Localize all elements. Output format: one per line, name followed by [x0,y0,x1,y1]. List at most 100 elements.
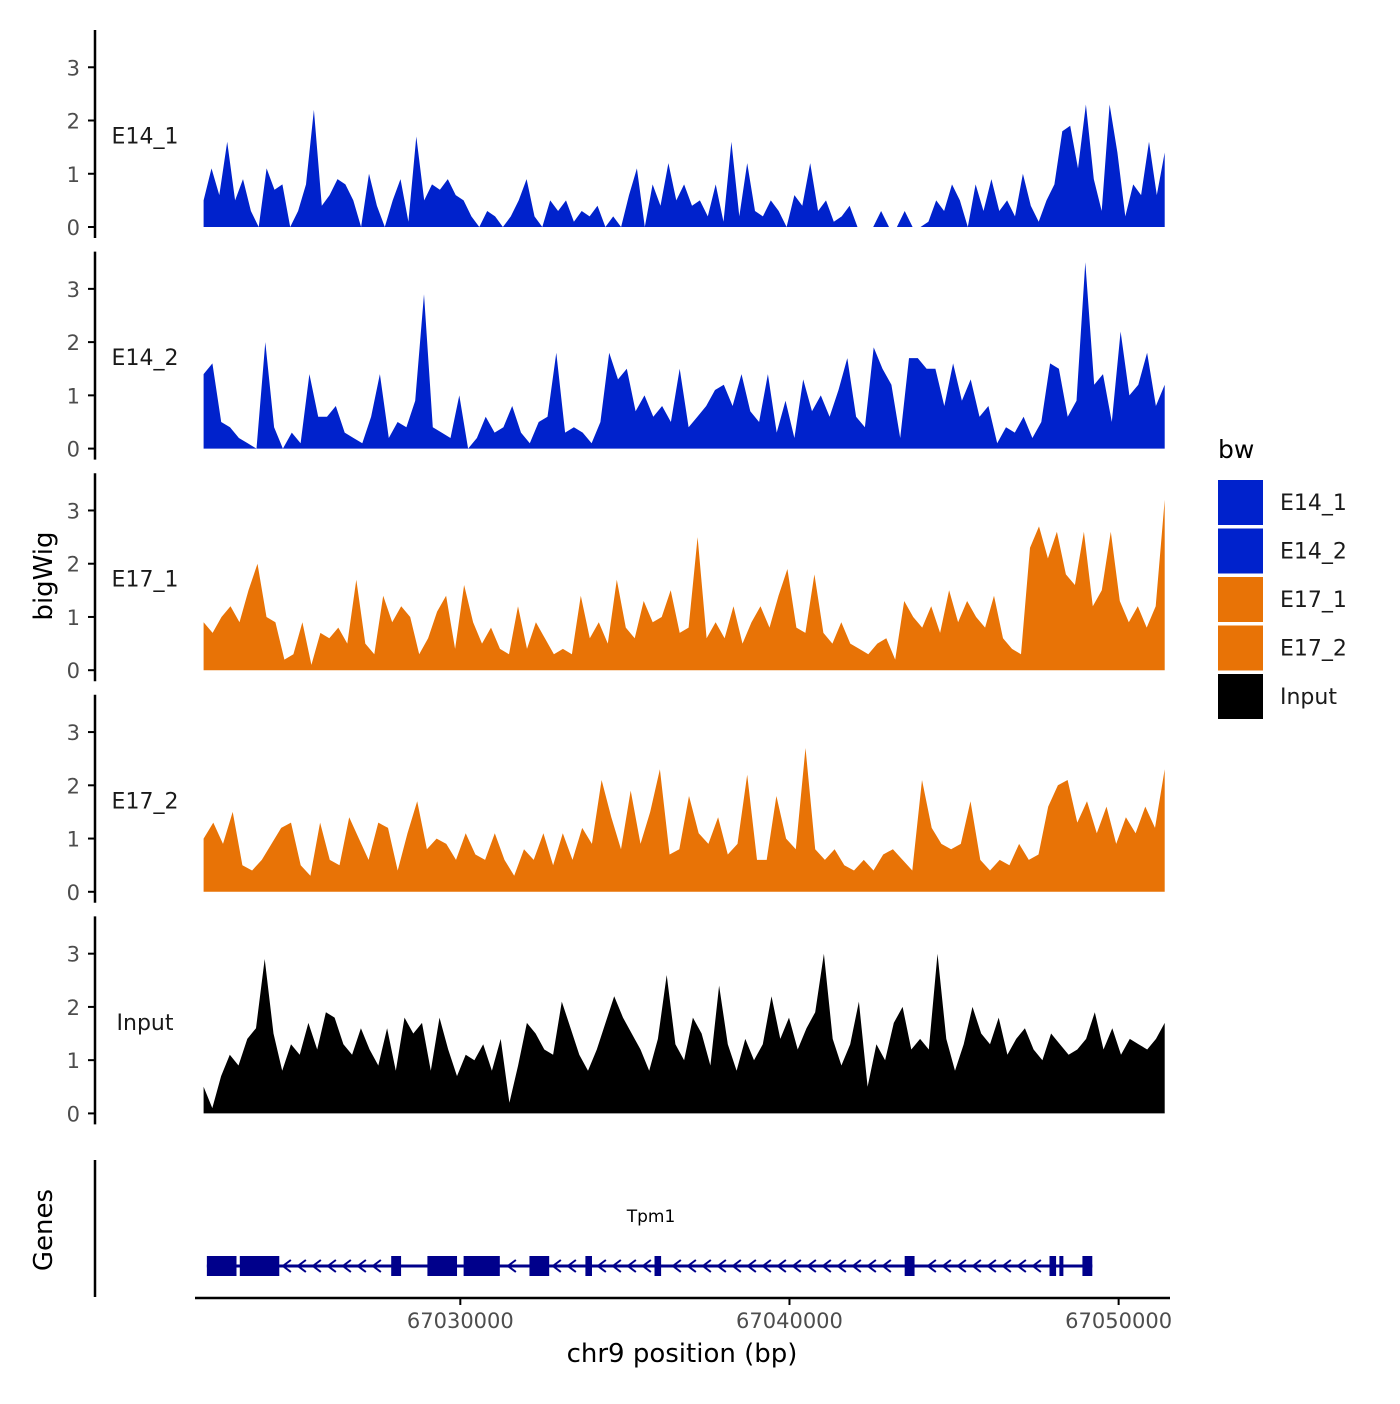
y-tick-label: 2 [67,553,80,577]
strand-arrow [626,1259,637,1273]
strand-arrow [281,1259,292,1273]
coverage-area [203,499,1165,671]
strand-arrow [881,1259,892,1273]
strand-arrow [341,1259,352,1273]
y-tick-label: 1 [67,163,80,187]
strand-arrow [641,1259,652,1273]
exon-block [391,1256,402,1276]
legend-swatch [1218,625,1263,671]
legend-label: E14_1 [1280,491,1347,516]
y-tick-label: 1 [67,828,80,852]
legend-swatch [1218,528,1263,574]
y-tick-label: 3 [67,278,80,302]
x-axis: chr9 position (bp) 67030000 67040000 67050… [195,1296,1172,1369]
exon-block [654,1256,662,1276]
x-axis-title: chr9 position (bp) [567,1339,798,1369]
x-tick-label: 67050000 [1065,1309,1172,1333]
tracks-layer: 0 1 2 3 E14_1 0 1 2 3 E14_2 0 1 2 3 E17_1 0 1 2 3 E17_2 0 1 2 3… [67,30,1165,1126]
exon-block [904,1256,915,1276]
exon-block [1082,1256,1093,1276]
y-tick-label: 0 [67,659,80,683]
strand-arrow [596,1259,607,1273]
strand-arrow [1031,1259,1042,1273]
legend-label: E17_1 [1280,588,1347,613]
x-tick-label: 67030000 [407,1309,514,1333]
legend-label: E17_2 [1280,637,1347,662]
coverage-area [203,953,1165,1114]
strand-arrow [296,1259,307,1273]
strand-arrow [776,1259,787,1273]
y-tick-label: 3 [67,56,80,80]
y-axis-title: bigWig [29,531,59,620]
strand-arrow [311,1259,322,1273]
y-tick-label: 2 [67,774,80,798]
y-tick-label: 1 [67,384,80,408]
strand-arrow [551,1259,562,1273]
strand-arrow [686,1259,697,1273]
track-label: E17_1 [112,568,179,593]
coverage-area [203,748,1165,892]
strand-arrow [941,1259,952,1273]
strand-arrow [956,1259,967,1273]
strand-arrow [806,1259,817,1273]
strand-arrow [746,1259,757,1273]
exon-block [585,1256,592,1276]
y-tick-label: 3 [67,943,80,967]
y-tick-label: 2 [67,110,80,134]
track-panel-e14-1: 0 1 2 3 E14_1 [67,30,1165,240]
track-label: Input [117,1011,174,1036]
coverage-area [203,262,1165,449]
strand-arrow [566,1259,577,1273]
track-label: E17_2 [112,789,179,814]
strand-arrow [836,1259,847,1273]
strand-arrow [671,1259,682,1273]
track-label: E14_1 [112,124,179,149]
legend-swatch [1218,480,1263,525]
exon-block [463,1256,500,1276]
track-label: E14_2 [112,346,179,371]
legend-label: E14_2 [1280,540,1347,565]
gene-track-label: Genes [29,1189,59,1271]
strand-arrow [356,1259,367,1273]
strand-arrow [326,1259,337,1273]
strand-arrow [971,1259,982,1273]
strand-arrow [821,1259,832,1273]
y-tick-label: 0 [67,1102,80,1126]
strand-arrow [371,1259,382,1273]
y-tick-label: 1 [67,1049,80,1073]
legend: bw E14_1 E14_2 E17_1 E17_2 Input [1218,435,1347,719]
y-tick-label: 0 [67,438,80,462]
y-tick-label: 0 [67,881,80,905]
track-panel-input: 0 1 2 3 Input [67,916,1165,1126]
y-tick-label: 3 [67,721,80,745]
legend-label: Input [1280,685,1337,710]
strand-arrow [506,1259,517,1273]
strand-arrow [761,1259,772,1273]
strand-arrow [1001,1259,1012,1273]
gene-name-label: Tpm1 [626,1207,676,1227]
gene-track: Genes Tpm1 [29,1160,1093,1297]
coverage-area [203,104,1165,227]
strand-arrow [926,1259,937,1273]
y-tick-label: 1 [67,606,80,630]
track-panel-e17-1: 0 1 2 3 E17_1 [67,473,1165,683]
strand-arrow [611,1259,622,1273]
exon-block [427,1256,458,1276]
strand-arrow [731,1259,742,1273]
track-panel-e14-2: 0 1 2 3 E14_2 [67,251,1165,462]
exon-block [1049,1256,1057,1276]
x-tick-label: 67040000 [736,1309,843,1333]
legend-swatch [1218,674,1263,719]
exon-block [206,1256,237,1276]
track-panel-e17-2: 0 1 2 3 E17_2 [67,694,1165,905]
legend-swatch [1218,577,1263,622]
strand-arrow [851,1259,862,1273]
legend-title: bw [1218,435,1254,464]
y-tick-label: 2 [67,331,80,355]
exon-block [529,1256,550,1276]
exon-block [1059,1256,1064,1276]
exon-block [239,1256,280,1276]
strand-arrow [866,1259,877,1273]
